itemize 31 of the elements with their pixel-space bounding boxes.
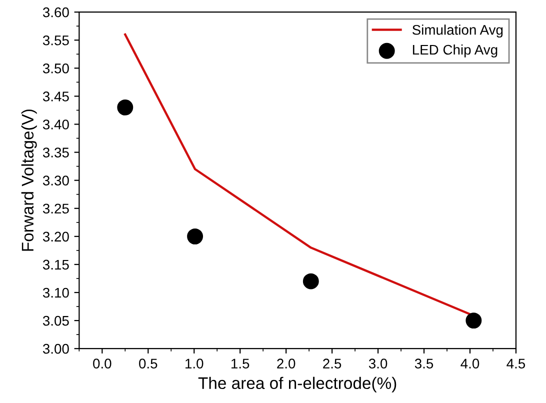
x-axis-title: The area of n-electrode(%) [198, 376, 396, 392]
x-tick-label: 4.5 [506, 358, 526, 369]
y-tick-label: 3.20 [42, 232, 69, 242]
x-tick-label: 1.0 [186, 358, 204, 369]
x-tick-label: 0.0 [93, 358, 112, 369]
y-tick-label: 3.50 [42, 64, 69, 74]
x-tick-label: 3.0 [368, 358, 388, 369]
y-tick-label: 3.15 [42, 260, 69, 270]
point [466, 312, 482, 329]
x-tick-label: 1.5 [232, 358, 250, 369]
y-tick-label: 3.45 [42, 92, 69, 102]
point [117, 99, 134, 116]
legend-label: LED Chip Avg [412, 44, 498, 58]
y-tick-label: 3.35 [42, 148, 69, 158]
y-tick-label: 3.05 [42, 316, 69, 326]
point [302, 273, 319, 290]
y-tick-label: 3.60 [42, 7, 69, 18]
y-tick-label: 3.30 [42, 176, 69, 186]
x-tick-label: 2.0 [277, 358, 296, 369]
y-tick-label: 3.25 [42, 204, 69, 214]
x-tick-label: 2.5 [323, 358, 342, 369]
y-tick-label: 3.10 [42, 288, 69, 298]
y-tick-label: 3.00 [42, 344, 69, 354]
y-tick-label: 3.40 [42, 120, 69, 130]
y-axis-title: Forward Voltage(V) [21, 110, 37, 251]
x-tick-label: 4.0 [460, 358, 480, 369]
x-tick-label: 0.5 [139, 358, 158, 369]
point [187, 228, 204, 244]
y-tick-label: 3.55 [42, 35, 69, 46]
x-tick-label: 3.5 [414, 358, 434, 369]
legend-label: Simulation Avg [412, 24, 503, 38]
